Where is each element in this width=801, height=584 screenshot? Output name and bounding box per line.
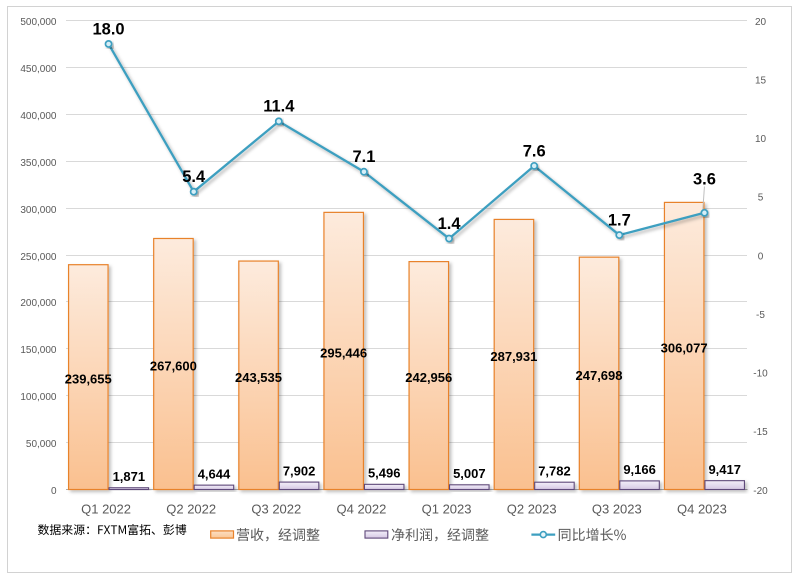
svg-text:267,600: 267,600	[150, 359, 197, 374]
svg-text:400,000: 400,000	[20, 111, 57, 122]
svg-text:1,871: 1,871	[113, 469, 146, 484]
svg-text:242,956: 242,956	[405, 370, 452, 385]
svg-text:-20: -20	[753, 486, 768, 497]
svg-text:5,007: 5,007	[453, 466, 486, 481]
svg-text:Q2 2023: Q2 2023	[507, 502, 557, 517]
svg-text:350,000: 350,000	[20, 158, 57, 169]
svg-text:5: 5	[758, 193, 764, 204]
svg-text:50,000: 50,000	[26, 439, 57, 450]
svg-text:1.4: 1.4	[438, 215, 462, 233]
svg-text:Q4 2023: Q4 2023	[677, 502, 727, 517]
svg-text:1.7: 1.7	[608, 211, 631, 229]
svg-text:500,000: 500,000	[20, 17, 57, 28]
svg-text:295,446: 295,446	[320, 345, 367, 360]
svg-text:20: 20	[755, 17, 767, 28]
svg-text:9,417: 9,417	[708, 462, 741, 477]
svg-text:10: 10	[755, 134, 767, 145]
svg-text:-15: -15	[753, 427, 768, 438]
svg-text:243,535: 243,535	[235, 370, 282, 385]
svg-text:239,655: 239,655	[65, 372, 112, 387]
svg-text:5,496: 5,496	[368, 466, 401, 481]
svg-text:Q3 2022: Q3 2022	[251, 502, 301, 517]
svg-text:306,077: 306,077	[661, 340, 708, 355]
svg-text:200,000: 200,000	[20, 298, 57, 309]
svg-text:Q1 2023: Q1 2023	[422, 502, 472, 517]
svg-text:0: 0	[758, 251, 764, 262]
svg-text:3.6: 3.6	[693, 170, 716, 188]
svg-text:450,000: 450,000	[20, 64, 57, 75]
svg-text:Q4 2022: Q4 2022	[337, 502, 387, 517]
svg-text:15: 15	[755, 75, 767, 86]
svg-text:18.0: 18.0	[92, 20, 124, 38]
svg-text:0: 0	[51, 486, 57, 497]
svg-text:Q3 2023: Q3 2023	[592, 502, 642, 517]
svg-text:9,166: 9,166	[623, 462, 656, 477]
svg-text:Q1 2022: Q1 2022	[81, 502, 131, 517]
svg-text:Q2 2022: Q2 2022	[166, 502, 216, 517]
svg-text:4,644: 4,644	[198, 466, 231, 481]
svg-text:7.6: 7.6	[523, 142, 546, 160]
svg-text:7,902: 7,902	[283, 463, 316, 478]
svg-text:-5: -5	[756, 310, 765, 321]
svg-text:150,000: 150,000	[20, 345, 57, 356]
svg-text:7.1: 7.1	[352, 148, 375, 166]
svg-text:-10: -10	[753, 369, 768, 380]
svg-text:300,000: 300,000	[20, 205, 57, 216]
svg-text:247,698: 247,698	[576, 368, 623, 383]
svg-text:7,782: 7,782	[538, 463, 571, 478]
svg-text:5.4: 5.4	[182, 168, 206, 186]
svg-text:287,931: 287,931	[490, 349, 537, 364]
svg-text:11.4: 11.4	[263, 98, 295, 116]
svg-text:250,000: 250,000	[20, 252, 57, 263]
svg-text:100,000: 100,000	[20, 392, 57, 403]
